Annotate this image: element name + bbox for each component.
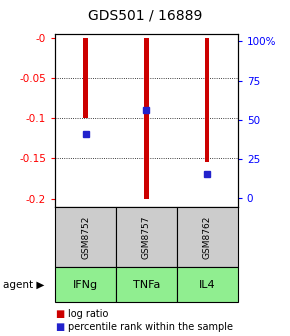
Bar: [205, 38, 209, 162]
Text: TNFa: TNFa: [133, 280, 160, 290]
Text: IL4: IL4: [199, 280, 216, 290]
Text: ■: ■: [55, 309, 64, 319]
Text: ■: ■: [55, 322, 64, 332]
Text: percentile rank within the sample: percentile rank within the sample: [68, 322, 233, 332]
Text: GSM8762: GSM8762: [203, 215, 212, 259]
Text: agent ▶: agent ▶: [3, 280, 44, 290]
Bar: [144, 38, 148, 199]
Bar: [84, 38, 88, 118]
Text: IFNg: IFNg: [73, 280, 98, 290]
Text: log ratio: log ratio: [68, 309, 108, 319]
Text: GSM8752: GSM8752: [81, 215, 90, 259]
Text: GDS501 / 16889: GDS501 / 16889: [88, 8, 202, 22]
Text: GSM8757: GSM8757: [142, 215, 151, 259]
